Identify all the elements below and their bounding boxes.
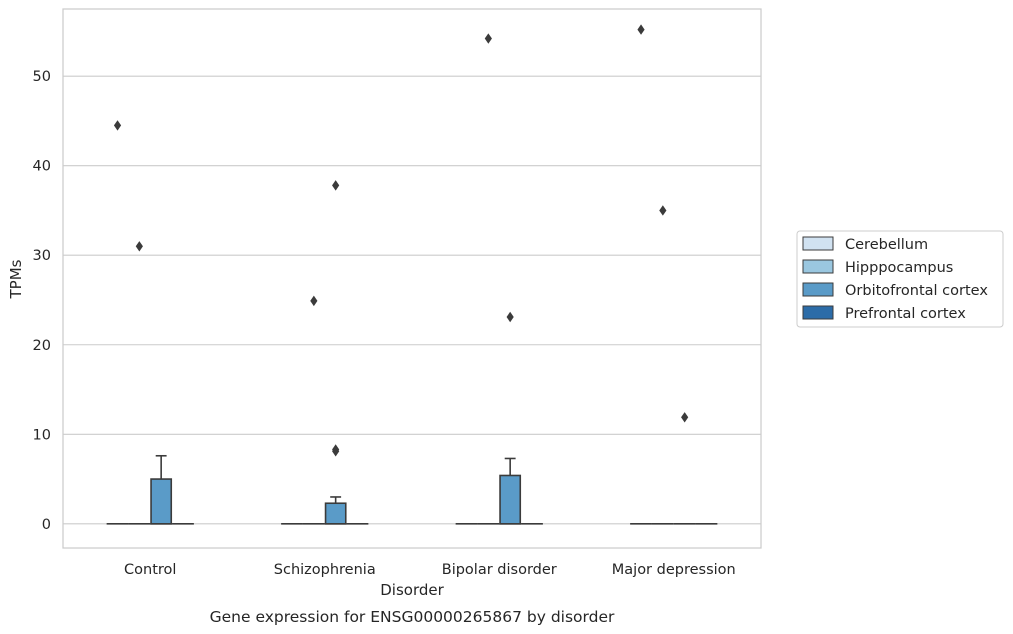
x-axis-label: Disorder (380, 581, 444, 599)
outlier-point (332, 180, 340, 191)
y-tick-label: 10 (33, 427, 51, 443)
box (324, 502, 347, 525)
outlier-point (310, 295, 318, 307)
outlier-point (332, 446, 340, 457)
y-tick-label: 20 (33, 338, 51, 354)
box-plot (128, 241, 151, 525)
box-plot (477, 33, 500, 525)
legend: Cerebellum Hipppocampus Orbitofrontal cort… (796, 230, 1004, 328)
box-plot (324, 180, 347, 525)
box-plot (150, 454, 173, 525)
box-plot (673, 412, 696, 525)
outlier-point (659, 205, 667, 216)
chart-caption: Gene expression for ENSG00000265867 by d… (210, 608, 615, 626)
box-plot (106, 120, 129, 525)
y-tick-labels: 0 10 20 30 40 50 (33, 69, 51, 533)
outlier-point (135, 241, 143, 252)
legend-swatch (802, 259, 834, 274)
box-plot (302, 295, 325, 525)
x-tick-label: Bipolar disorder (442, 562, 557, 578)
legend-swatch (802, 236, 834, 251)
box (499, 474, 522, 525)
legend-label: Orbitofrontal cortex (845, 283, 988, 299)
legend-swatch (802, 305, 834, 320)
outlier-point (113, 120, 122, 131)
y-tick-label: 30 (33, 248, 51, 264)
outlier-point (506, 311, 514, 323)
y-tick-label: 50 (33, 69, 51, 85)
legend-label: Prefrontal cortex (845, 306, 966, 322)
box-plot (630, 24, 652, 525)
x-tick-label: Control (124, 562, 176, 578)
x-tick-label: Major depression (612, 562, 736, 578)
box-plot (499, 311, 522, 525)
box (150, 478, 173, 525)
y-tick-label: 40 (33, 159, 51, 175)
legend-label: Cerebellum (845, 237, 928, 253)
legend-label: Hipppocampus (845, 260, 953, 276)
x-tick-label: Schizophrenia (274, 562, 376, 578)
box-plots (106, 24, 718, 525)
outlier-point (637, 24, 645, 35)
legend-frame (796, 230, 1004, 328)
y-tick-label: 0 (42, 517, 51, 533)
legend-swatch (802, 282, 834, 297)
plot-background (63, 9, 761, 548)
outlier-point (681, 412, 689, 423)
x-tick-labels: Control Schizophrenia Bipolar disorder Majo… (124, 562, 736, 578)
plot-frame (62, 8, 762, 549)
outlier-point (484, 33, 492, 44)
box-plot (651, 205, 674, 525)
y-axis-label: TPMs (7, 259, 25, 299)
